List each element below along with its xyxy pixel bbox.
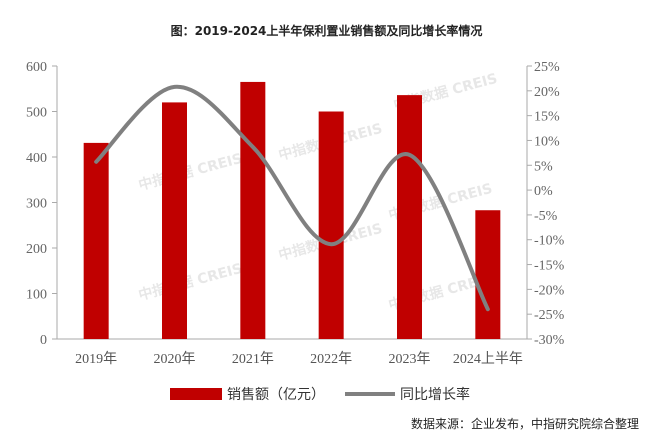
left-tick-label: 0 [40,333,47,348]
source-note: 数据来源：企业发布，中指研究院综合整理 [410,417,639,431]
right-tick-label: -20% [534,283,565,298]
right-tick-label: 5% [534,159,553,174]
right-tick-label: 25% [534,60,560,75]
category-label: 2021年 [232,351,274,367]
bar [475,210,501,339]
legend-bar-swatch [170,388,222,400]
right-tick-label: 15% [534,110,560,125]
left-tick-label: 300 [26,197,47,212]
bar [397,95,422,340]
category-label: 2020年 [154,351,196,367]
chart-title: 图：2019-2024上半年保利置业销售额及同比增长率情况 [170,24,483,38]
legend-bar-label: 销售额（亿元） [227,387,325,403]
bar [240,81,266,340]
left-tick-label: 500 [26,106,47,121]
bar [83,142,109,339]
right-tick-label: -25% [534,308,565,323]
left-tick-label: 200 [26,242,47,257]
bar [318,111,344,339]
right-tick-label: -5% [534,209,558,224]
watermark: 中指数据 CREIS [137,150,245,194]
right-tick-label: 20% [534,85,560,100]
category-label: 2019年 [75,351,117,367]
right-tick-label: -10% [534,234,565,249]
bar [162,102,187,340]
right-tick-label: 0% [534,184,553,199]
left-tick-label: 400 [26,151,47,166]
left-tick-label: 100 [26,288,47,303]
category-label: 2023年 [389,351,431,367]
category-label: 2024上半年 [453,351,523,367]
right-tick-label: -30% [534,333,565,348]
category-label: 2022年 [310,351,352,367]
right-tick-label: 10% [534,134,560,149]
watermark: 中指数据 CREIS [137,260,245,304]
right-tick-label: -15% [534,259,565,274]
legend-line-label: 同比增长率 [400,386,470,403]
left-tick-label: 600 [26,60,47,75]
growth-rate-line [94,84,490,312]
